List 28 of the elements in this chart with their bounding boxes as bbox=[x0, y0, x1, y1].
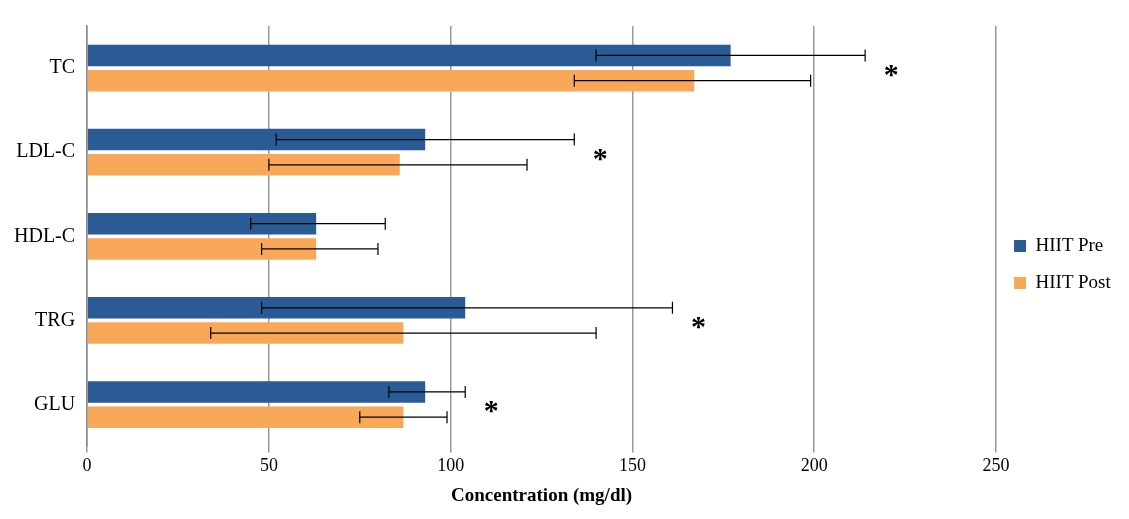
legend-label: HIIT Pre bbox=[1035, 233, 1104, 255]
x-tick-label: 0 bbox=[82, 455, 92, 476]
bar bbox=[87, 238, 317, 260]
y-tick-label: HDL-C bbox=[13, 223, 76, 246]
x-axis-title: Concentration (mg/dl) bbox=[451, 483, 633, 506]
x-tick-label: 100 bbox=[437, 455, 465, 476]
annotation: * bbox=[883, 56, 899, 90]
bar bbox=[87, 154, 400, 176]
y-tick-label: LDL-C bbox=[16, 139, 76, 162]
x-tick-label: 200 bbox=[800, 455, 828, 476]
bar bbox=[87, 212, 317, 235]
bar bbox=[87, 69, 695, 92]
x-tick-label: 150 bbox=[618, 455, 646, 476]
bar bbox=[87, 44, 731, 67]
bar bbox=[87, 128, 426, 151]
x-tick-label: 250 bbox=[982, 455, 1010, 476]
x-tick-label: 50 bbox=[259, 455, 278, 476]
annotation: * bbox=[690, 309, 706, 343]
legend-label: HIIT Post bbox=[1035, 270, 1112, 292]
y-tick-label: TRG bbox=[35, 307, 76, 330]
y-tick-label: TC bbox=[49, 55, 76, 78]
y-tick-label: GLU bbox=[33, 391, 76, 414]
bar bbox=[87, 406, 404, 428]
bar bbox=[87, 381, 426, 403]
annotation: * bbox=[592, 140, 608, 174]
annotation: * bbox=[483, 393, 499, 427]
bar bbox=[87, 297, 466, 319]
bar bbox=[87, 322, 404, 344]
